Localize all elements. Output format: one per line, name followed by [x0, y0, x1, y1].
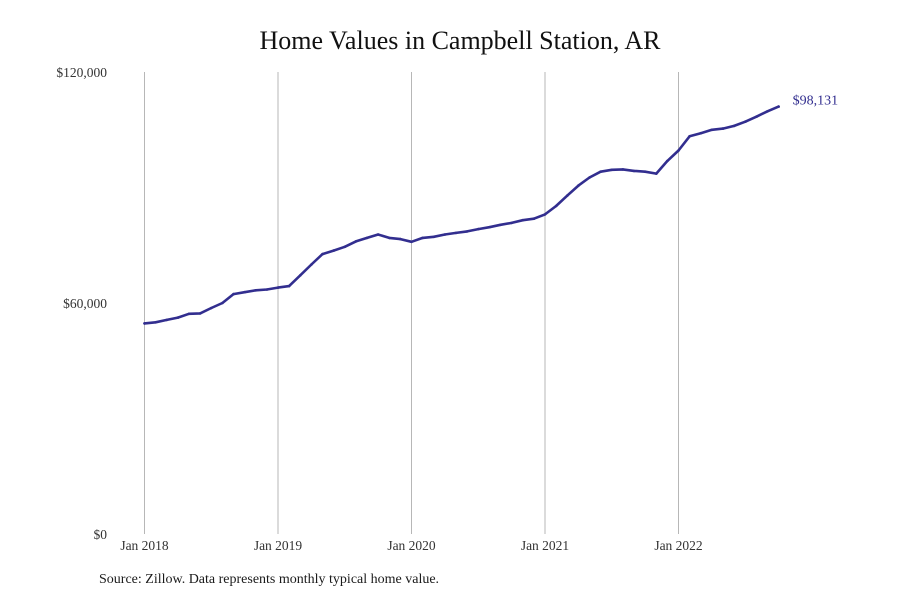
data-point	[532, 217, 536, 220]
chart-source-note: Source: Zillow. Data represents monthly …	[99, 572, 440, 587]
data-point	[221, 301, 224, 305]
data-point	[388, 236, 391, 240]
data-point	[643, 170, 647, 173]
data-point	[521, 218, 525, 222]
data-point	[621, 168, 625, 171]
data-point	[488, 225, 491, 229]
data-point	[365, 236, 369, 240]
data-point	[232, 292, 235, 296]
data-point	[543, 213, 547, 216]
data-point	[243, 290, 246, 294]
data-point	[699, 131, 703, 135]
data-point	[566, 194, 569, 197]
data-point	[265, 288, 269, 291]
x-tick-label: Jan 2020	[387, 538, 436, 553]
data-point	[710, 128, 714, 132]
data-point	[688, 135, 691, 138]
x-tick-label: Jan 2022	[654, 538, 702, 553]
data-point	[732, 124, 736, 128]
data-point	[510, 221, 513, 225]
data-point	[677, 149, 680, 152]
data-point	[299, 274, 302, 277]
data-point	[499, 223, 502, 227]
data-point	[210, 306, 213, 310]
y-tick-label: $120,000	[56, 65, 107, 80]
data-point	[599, 170, 602, 173]
data-point	[721, 127, 725, 130]
end-value-label: $98,131	[793, 94, 839, 109]
data-point	[454, 231, 458, 235]
data-point	[588, 176, 591, 179]
data-point	[610, 168, 614, 172]
data-point	[287, 284, 291, 288]
series-line	[143, 105, 780, 325]
y-axis: $0 $60,000 $120,000	[56, 65, 107, 542]
x-tick-label: Jan 2018	[120, 538, 169, 553]
data-point	[421, 236, 424, 240]
y-tick-label: $0	[94, 527, 108, 542]
data-point	[655, 172, 658, 175]
series-layer: $98,131	[143, 94, 838, 325]
data-point	[321, 252, 324, 256]
data-point	[777, 105, 780, 108]
data-point	[176, 316, 180, 319]
data-point	[198, 312, 202, 315]
data-point	[666, 159, 669, 163]
data-point	[744, 120, 747, 123]
x-tick-label: Jan 2021	[521, 538, 569, 553]
data-point	[432, 235, 436, 239]
data-point	[399, 237, 402, 241]
data-point	[755, 115, 758, 118]
data-point	[477, 227, 480, 231]
data-point	[766, 110, 769, 113]
data-point	[443, 233, 447, 236]
data-point	[310, 263, 313, 266]
y-tick-label: $60,000	[63, 296, 107, 311]
data-point	[254, 289, 258, 292]
data-point	[554, 204, 558, 208]
data-point	[354, 240, 358, 243]
data-point	[577, 184, 580, 187]
data-point	[376, 233, 380, 236]
data-point	[187, 312, 191, 316]
data-point	[276, 286, 280, 289]
chart-title: Home Values in Campbell Station, AR	[259, 26, 661, 55]
data-point	[632, 169, 636, 173]
data-point	[143, 322, 146, 325]
data-point	[332, 249, 335, 252]
data-point	[154, 321, 157, 324]
data-point	[465, 230, 469, 233]
data-point	[410, 240, 413, 244]
x-axis: Jan 2018 Jan 2019 Jan 2020 Jan 2021 Jan 2022	[120, 538, 702, 553]
data-point	[343, 245, 347, 249]
grid-layer	[144, 72, 679, 534]
data-point	[165, 318, 169, 322]
x-tick-label: Jan 2019	[254, 538, 303, 553]
